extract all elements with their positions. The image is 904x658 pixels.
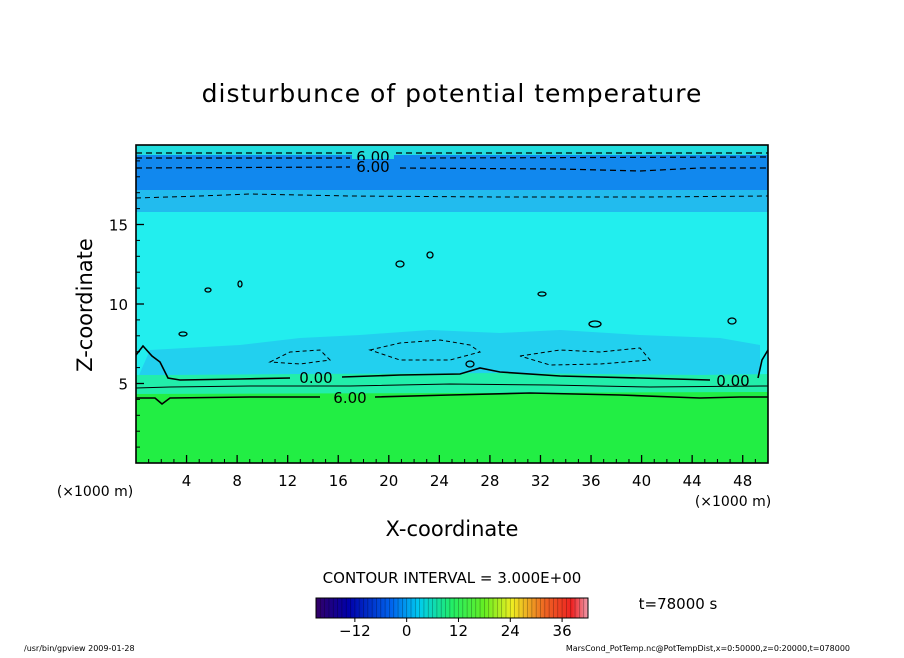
x-tick-label: 20	[379, 472, 398, 490]
x-axis-ticks: 4 8 12 16 20 24 28 32 36 40 44 48	[148, 455, 756, 490]
contour-cell	[204, 287, 212, 293]
y-axis-label: Z-coordinate	[73, 238, 97, 372]
x-tick-label: 4	[182, 472, 192, 490]
contour-label: 6.00	[333, 389, 366, 407]
x-tick-label: 32	[531, 472, 550, 490]
y-tick-label: 5	[118, 376, 128, 394]
x-tick-label: 24	[430, 472, 449, 490]
top-band	[136, 145, 768, 155]
upper-blue-band	[136, 155, 768, 195]
contour-label: 0.00	[716, 372, 749, 390]
y-tick-label: 15	[109, 217, 128, 235]
x-tick-label: 44	[683, 472, 702, 490]
contour-cell	[178, 331, 188, 337]
x-axis-label: X-coordinate	[386, 517, 519, 541]
y-tick-label: 10	[109, 296, 128, 314]
contour-cell	[395, 260, 405, 268]
contour-lines	[136, 152, 768, 406]
colorbar-tick-label: 36	[553, 622, 572, 640]
contour-label: 6.00	[356, 158, 389, 176]
contour-cell	[537, 291, 547, 297]
y-axis-ticks: 5 10 15	[109, 160, 144, 448]
x-tick-label: 16	[329, 472, 348, 490]
footer-left: /usr/bin/gpview 2009-01-28	[24, 644, 135, 653]
colorbar-tick-label: −12	[339, 622, 371, 640]
transition-layer	[136, 373, 768, 394]
footer-right: MarsCond_PotTemp.nc@PotTempDist,x=0:5000…	[566, 644, 850, 653]
plot-area	[136, 145, 768, 463]
x-tick-label: 36	[581, 472, 600, 490]
x-tick-label: 28	[480, 472, 499, 490]
contour-six-line	[136, 392, 768, 406]
contour-cell	[465, 360, 475, 368]
contour-neg-dashed-upper	[136, 193, 768, 199]
contour-zero-line	[136, 344, 768, 381]
colorbar	[315, 597, 589, 619]
contour-neg-dashed-low	[268, 339, 652, 366]
colorbar-segments	[315, 598, 589, 618]
colorbar-ticks: −12 0 12 24 36	[339, 618, 572, 640]
surface-green-layer	[136, 383, 768, 463]
colorbar-tick-label: 24	[501, 622, 520, 640]
chart-title: disturbunce of potential temperature	[202, 79, 703, 108]
contour-three-line	[136, 383, 768, 389]
upper-lightblue-band	[136, 190, 768, 212]
colorbar-tick-label: 12	[449, 622, 468, 640]
contour-cell	[426, 251, 434, 259]
colorbar-tick-label: 0	[402, 622, 412, 640]
time-label: t=78000 s	[639, 595, 718, 613]
contour-interval-text: CONTOUR INTERVAL = 3.000E+00	[323, 569, 582, 587]
contour-cell	[588, 320, 602, 328]
x-tick-label: 12	[278, 472, 297, 490]
cool-patch-layer	[136, 330, 760, 382]
contour-neg-dashed-top-3	[136, 166, 768, 172]
contour-neg-dashed-top-2	[136, 156, 768, 159]
x-axis-unit-left: (×1000 m)	[57, 484, 133, 500]
contour-label-group: 6.00 6.00 0.00 0.00 6.00	[299, 148, 749, 407]
contour-label: 0.00	[299, 369, 332, 387]
x-tick-label: 8	[232, 472, 242, 490]
contour-cell	[237, 280, 243, 288]
contour-cell	[727, 317, 737, 325]
x-axis-unit-right: (×1000 m)	[695, 494, 771, 510]
x-tick-label: 48	[733, 472, 752, 490]
x-tick-label: 40	[632, 472, 651, 490]
